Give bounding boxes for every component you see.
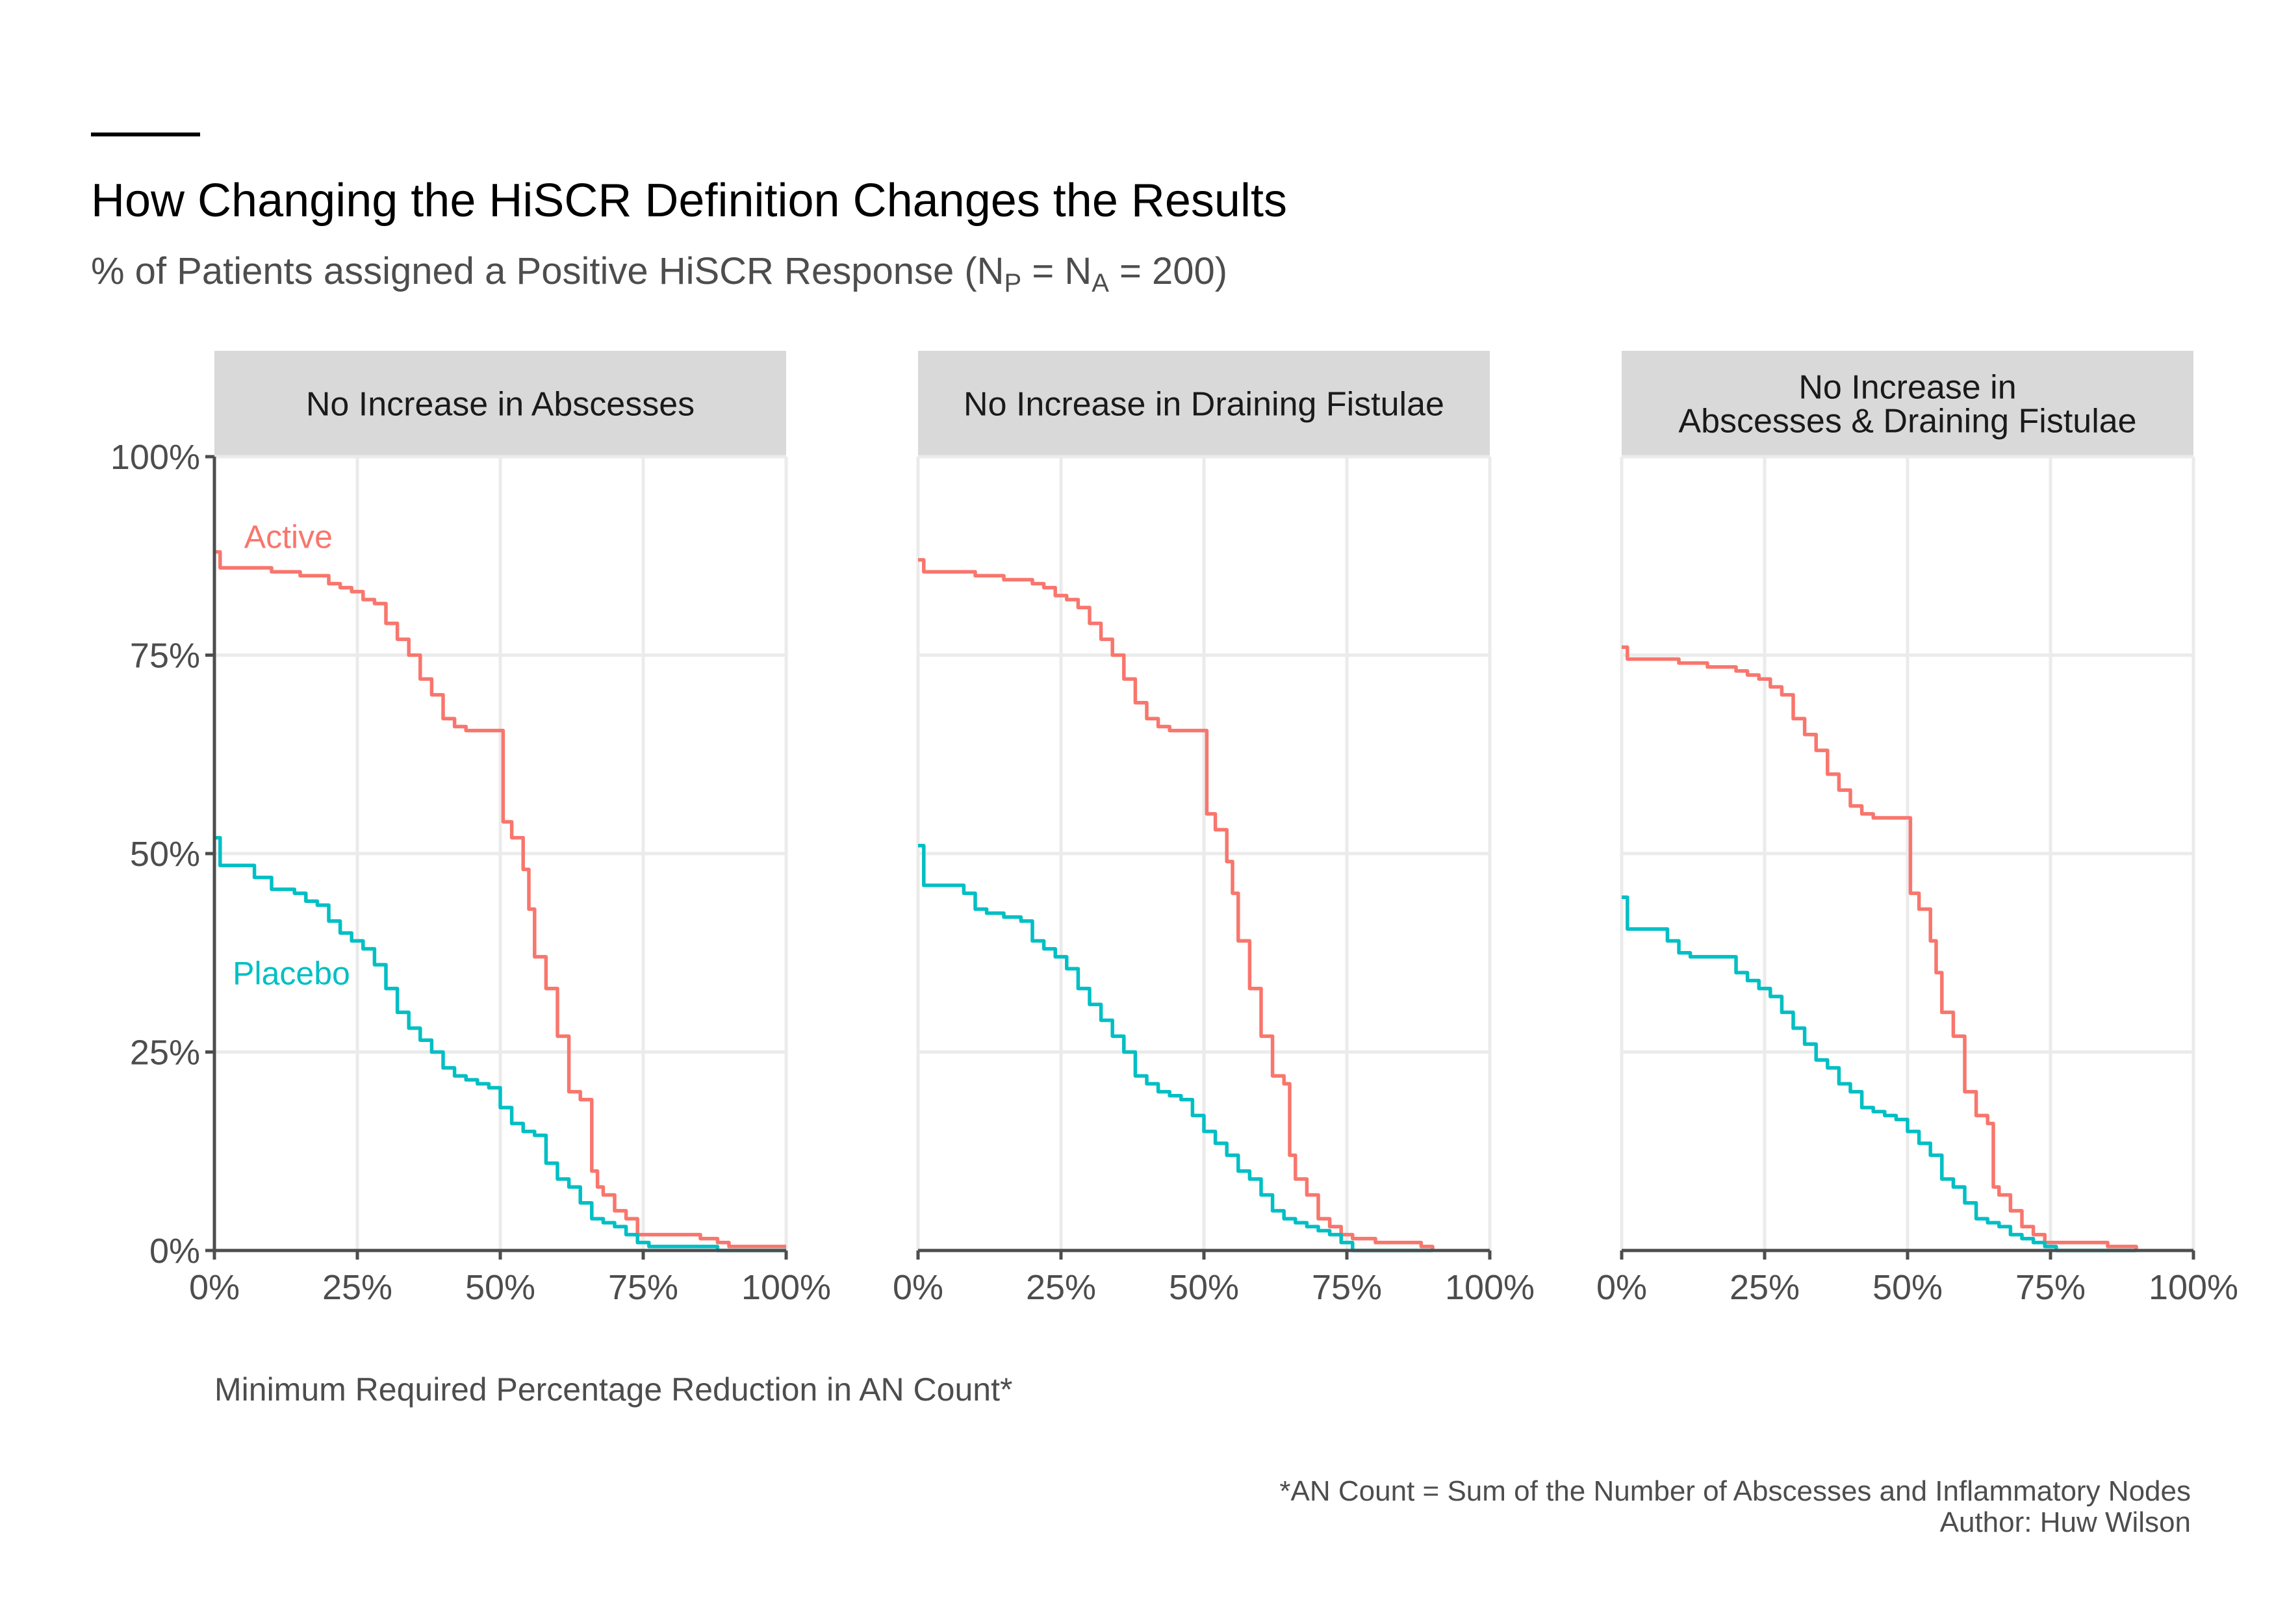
chart-title: How Changing the HiSCR Definition Change… (91, 175, 1287, 227)
x-tick-label: 50% (465, 1268, 535, 1307)
subtitle-sub-a: A (1092, 269, 1109, 298)
series-line-placebo-panel-1 (214, 835, 786, 1252)
x-tick-label: 100% (2149, 1268, 2238, 1307)
facet-title-3-line-1: No Increase in (1798, 369, 2016, 407)
y-tick-label: 0% (149, 1232, 200, 1271)
x-tick-label: 0% (189, 1268, 240, 1307)
caption: *AN Count = Sum of the Number of Abscess… (1279, 1476, 2191, 1538)
subtitle-prefix: % of Patients assigned a Positive HiSCR … (91, 250, 1004, 292)
caption-note: *AN Count = Sum of the Number of Abscess… (1279, 1475, 2191, 1507)
y-tick-label: 75% (130, 637, 200, 676)
series-line-active-panel-1 (214, 550, 786, 1249)
x-tick-label: 50% (1872, 1268, 1943, 1307)
x-tick-label: 25% (1730, 1268, 1800, 1307)
series-label-active: Active (244, 519, 333, 555)
facet-strip-3 (1622, 351, 2193, 457)
subtitle-mid: = N (1021, 250, 1092, 292)
series-label-placebo: Placebo (233, 956, 350, 992)
x-tick-label: 100% (1445, 1268, 1535, 1307)
y-tick-label: 50% (130, 835, 200, 874)
subtitle-suffix: = 200) (1108, 250, 1228, 292)
title-rule (91, 133, 200, 136)
chart-subtitle: % of Patients assigned a Positive HiSCR … (91, 249, 1227, 298)
x-tick-label: 75% (608, 1268, 678, 1307)
x-tick-label: 100% (741, 1268, 831, 1307)
series-line-placebo-panel-2 (918, 844, 1433, 1252)
series-line-active-panel-3 (1622, 645, 2138, 1250)
x-tick-label: 0% (893, 1268, 943, 1307)
caption-author: Author: Huw Wilson (1939, 1506, 2191, 1538)
x-tick-label: 50% (1169, 1268, 1239, 1307)
x-tick-label: 0% (1596, 1268, 1647, 1307)
y-tick-label: 25% (130, 1034, 200, 1072)
facet-strip-2 (918, 351, 1490, 457)
x-tick-label: 75% (2015, 1268, 2086, 1307)
y-tick-label: 100% (110, 438, 200, 477)
facet-title-2-line-1: No Increase in Draining Fistulae (964, 386, 1444, 424)
x-tick-label: 75% (1312, 1268, 1382, 1307)
x-tick-label: 25% (1026, 1268, 1096, 1307)
facet-title-1-line-1: No Increase in Abscesses (306, 386, 695, 424)
series-line-active-panel-2 (918, 558, 1435, 1250)
facet-strip-1 (214, 351, 786, 457)
facet-title-3-line-2: Abscesses & Draining Fistulae (1678, 403, 2136, 440)
subtitle-sub-p: P (1004, 269, 1022, 298)
x-axis-label: Minimum Required Percentage Reduction in… (214, 1371, 1013, 1408)
series-line-placebo-panel-3 (1622, 895, 2136, 1252)
x-tick-label: 25% (322, 1268, 392, 1307)
